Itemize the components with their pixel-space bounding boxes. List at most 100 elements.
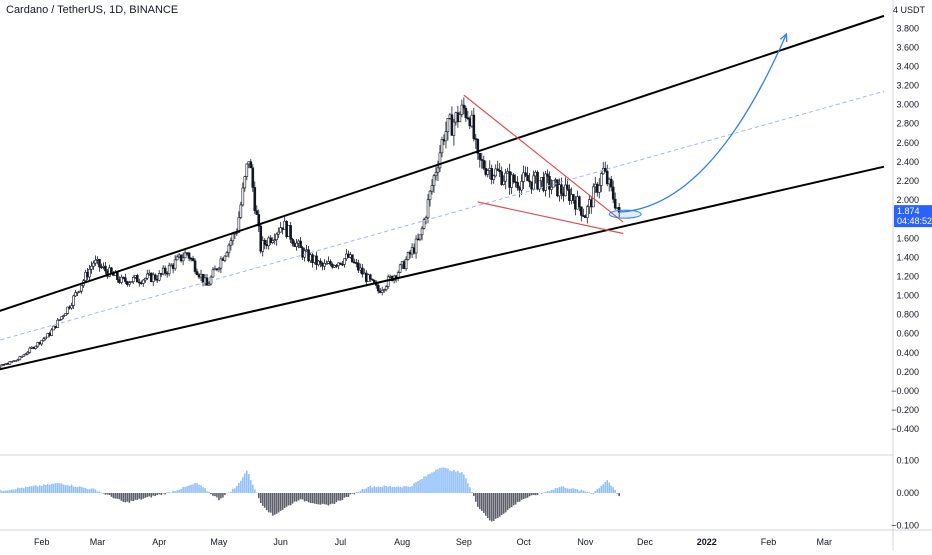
candle-up	[225, 252, 229, 257]
candle-up	[145, 273, 149, 279]
histogram-bar-negative	[508, 493, 511, 509]
candle-down	[528, 180, 531, 183]
histogram-bar-positive	[56, 482, 59, 493]
histogram-bar-positive	[413, 483, 415, 493]
histogram-bar-positive	[363, 489, 366, 493]
candle-up	[181, 257, 185, 262]
candle-down	[496, 168, 500, 171]
histogram-bar-positive	[558, 487, 561, 493]
histogram-bar-negative	[512, 493, 515, 506]
candle-down	[516, 182, 519, 189]
histogram-bar-positive	[26, 486, 29, 493]
histogram-bar-positive	[234, 488, 236, 493]
indicator-tick-label: 0.100	[896, 456, 919, 466]
channel-lower-line[interactable]	[0, 165, 885, 374]
candle-up	[460, 104, 464, 115]
candle-up	[432, 175, 436, 186]
candle-down	[611, 186, 615, 200]
histogram-bar-positive	[70, 484, 73, 493]
histogram-bar-positive	[405, 486, 407, 493]
histogram-bar-positive	[369, 485, 372, 493]
candle-up	[532, 175, 535, 190]
histogram-bar-positive	[417, 481, 419, 493]
histogram-bar-negative	[138, 493, 141, 499]
histogram-bar-negative	[518, 493, 521, 502]
histogram-bar-positive	[168, 491, 170, 493]
histogram-bar-positive	[447, 468, 449, 493]
histogram-bar-negative	[486, 493, 489, 519]
bounce-highlight[interactable]	[608, 209, 642, 219]
candle-down	[163, 267, 167, 274]
wedge-upper-line[interactable]	[463, 94, 624, 223]
candle-up	[94, 259, 97, 264]
histogram-bar-positive	[437, 469, 439, 493]
histogram-bar-positive	[423, 476, 425, 493]
candle-up	[436, 167, 440, 173]
candle-up	[74, 292, 77, 297]
candle-up	[60, 316, 63, 320]
histogram-bar-negative	[351, 493, 354, 494]
histogram-bar-negative	[128, 493, 131, 503]
histogram-bar-positive	[570, 488, 573, 493]
histogram-bar-positive	[612, 487, 614, 493]
histogram-bar-positive	[198, 484, 200, 493]
histogram-bar-positive	[385, 486, 388, 493]
candle-down	[116, 272, 119, 280]
projection-arrow[interactable]	[619, 33, 788, 213]
histogram-bar-negative	[122, 493, 125, 502]
candle-up	[597, 185, 601, 193]
wedge-lower-line[interactable]	[477, 201, 624, 235]
histogram-bar-negative	[293, 493, 296, 502]
histogram-bar-positive	[469, 487, 471, 493]
candle-down	[580, 206, 583, 216]
histogram-bar-negative	[271, 493, 274, 516]
channel-upper-line[interactable]	[0, 14, 885, 318]
histogram-bar-negative	[333, 493, 336, 504]
histogram-bar-positive	[250, 480, 252, 493]
candle-down	[572, 194, 575, 201]
candle-up	[386, 276, 390, 287]
histogram-bar-negative	[261, 493, 264, 506]
candle-up	[520, 181, 523, 191]
histogram-bar-negative	[295, 493, 298, 502]
candle-up	[343, 258, 346, 265]
histogram-bar-negative	[478, 493, 481, 510]
histogram-bar-positive	[190, 484, 192, 493]
histogram-bar-positive	[564, 488, 567, 493]
histogram-bar-positive	[455, 471, 457, 493]
channel-midline[interactable]	[0, 90, 885, 345]
histogram-bar-negative	[530, 493, 533, 496]
candle-up	[245, 163, 249, 177]
histogram-bar-positive	[94, 489, 97, 493]
histogram-bar-negative	[116, 493, 119, 499]
candle-up	[219, 258, 223, 269]
histogram-bar-positive	[371, 487, 374, 493]
histogram-bar-positive	[598, 488, 601, 493]
candle-up	[167, 264, 171, 275]
last-price-tag[interactable]	[894, 205, 932, 228]
histogram-bar-positive	[86, 489, 89, 493]
histogram-bar-negative	[329, 493, 332, 505]
candle-up	[522, 172, 525, 182]
candle-down	[462, 104, 466, 109]
candle-up	[440, 138, 444, 154]
symbol-title: Cardano / TetherUS, 1D, BINANCE	[6, 4, 179, 16]
histogram-bar-positive	[407, 486, 409, 493]
price-tick-label: 3.600	[896, 42, 919, 52]
histogram-bar-negative	[220, 493, 222, 499]
histogram-bar-negative	[146, 493, 149, 498]
candle-up	[414, 238, 418, 254]
time-tick-label: Apr	[152, 537, 166, 547]
histogram-bar-positive	[608, 482, 611, 493]
candle-up	[141, 279, 145, 284]
histogram-bar-positive	[403, 486, 405, 493]
histogram-bar-positive	[84, 487, 87, 493]
candle-down	[249, 161, 253, 169]
candle-up	[420, 228, 424, 236]
histogram-bar-negative	[343, 493, 346, 498]
histogram-bar-positive	[32, 485, 35, 493]
histogram-bar-negative	[152, 493, 155, 496]
histogram-bar-negative	[526, 493, 529, 498]
